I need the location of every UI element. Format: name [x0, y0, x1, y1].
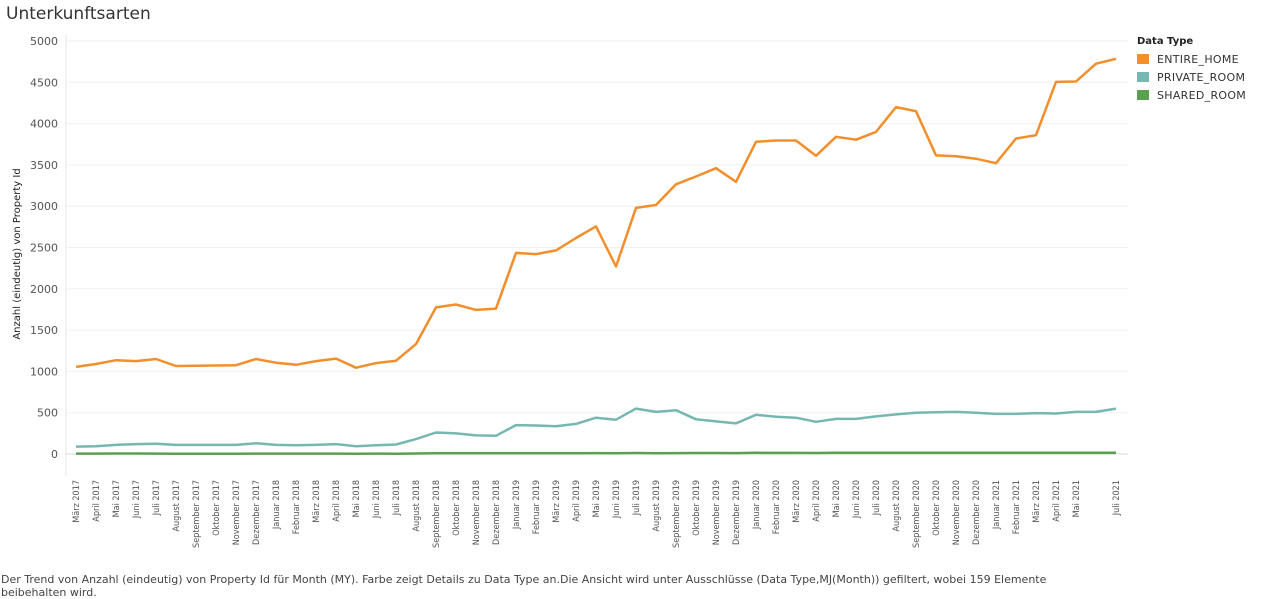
legend-label: SHARED_ROOM: [1157, 88, 1247, 102]
x-tick-label: Juni 2020: [852, 480, 862, 519]
x-tick-label: November 2020: [952, 480, 962, 545]
x-tick-label: August 2017: [172, 480, 182, 532]
x-tick-label: Januar 2019: [512, 480, 522, 530]
x-tick-label: September 2019: [672, 480, 682, 548]
x-tick-label: Oktober 2018: [452, 480, 462, 536]
x-tick-label: Dezember 2018: [492, 480, 502, 545]
x-tick-label: Juli 2020: [872, 480, 882, 516]
x-tick-label: April 2017: [92, 480, 102, 522]
legend-swatch: [1137, 90, 1149, 100]
legend-item-private-room[interactable]: PRIVATE_ROOM: [1137, 68, 1246, 86]
x-tick-label: Juli 2021: [1112, 480, 1122, 516]
legend: Data Type ENTIRE_HOME PRIVATE_ROOM SHARE…: [1137, 36, 1246, 104]
y-tick-label: 2000: [30, 283, 58, 296]
y-tick-label: 0: [51, 448, 58, 461]
y-axis: 0 500 1000 1500 2000 2500 3000 3500 4000 4500 5000: [30, 35, 58, 461]
x-tick-label: Juli 2017: [152, 480, 162, 516]
x-tick-label: März 2019: [552, 480, 562, 523]
legend-label: ENTIRE_HOME: [1157, 52, 1239, 66]
chart-title: Unterkunftsarten: [6, 4, 151, 24]
x-tick-label: Mai 2019: [592, 480, 602, 517]
x-tick-label: August 2020: [892, 480, 902, 532]
y-tick-label: 3500: [30, 159, 58, 172]
x-tick-label: August 2018: [412, 480, 422, 532]
x-tick-label: März 2020: [792, 480, 802, 523]
x-tick-label: Mai 2018: [352, 480, 362, 517]
y-tick-label: 500: [37, 407, 58, 420]
x-tick-label: Juni 2018: [372, 480, 382, 519]
x-tick-label: März 2017: [72, 480, 82, 523]
x-tick-label: Juni 2017: [132, 480, 142, 519]
x-tick-label: Juli 2018: [392, 480, 402, 516]
legend-swatch: [1137, 72, 1149, 82]
legend-item-entire-home[interactable]: ENTIRE_HOME: [1137, 50, 1246, 68]
x-tick-label: November 2019: [712, 480, 722, 545]
x-tick-label: Mai 2017: [112, 480, 122, 517]
x-tick-label: Oktober 2020: [932, 480, 942, 536]
x-tick-label: Januar 2018: [272, 480, 282, 530]
x-tick-label: Februar 2018: [292, 480, 302, 534]
x-tick-label: Oktober 2019: [692, 480, 702, 536]
x-tick-label: März 2018: [312, 480, 322, 523]
x-tick-label: September 2017: [192, 480, 202, 548]
x-tick-label: Mai 2021: [1072, 480, 1082, 517]
x-tick-label: September 2020: [912, 480, 922, 548]
series-lines: [75, 57, 1117, 455]
y-tick-label: 2500: [30, 242, 58, 255]
legend-item-shared-room[interactable]: SHARED_ROOM: [1137, 86, 1246, 104]
x-tick-label: April 2020: [812, 480, 822, 522]
chart-caption: Der Trend von Anzahl (eindeutig) von Pro…: [1, 573, 1047, 599]
series-line-entire-home[interactable]: [75, 57, 1117, 369]
x-tick-label: Mai 2020: [832, 480, 842, 517]
series-line-private-room[interactable]: [75, 407, 1117, 448]
x-tick-label: März 2021: [1032, 480, 1042, 523]
x-tick-label: August 2019: [652, 480, 662, 532]
x-tick-label: April 2019: [572, 480, 582, 522]
x-tick-label: Dezember 2020: [972, 480, 982, 545]
line-chart: 0 500 1000 1500 2000 2500 3000 3500 4000 4500 5000…: [12, 34, 1128, 548]
y-tick-label: 3000: [30, 200, 58, 213]
x-tick-label: Februar 2021: [1012, 480, 1022, 534]
x-tick-label: November 2018: [472, 480, 482, 545]
x-tick-label: Juni 2019: [612, 480, 622, 519]
x-tick-label: Januar 2020: [752, 480, 762, 530]
x-tick-label: Juli 2019: [632, 480, 642, 516]
series-line-shared-room[interactable]: [76, 451, 1116, 455]
legend-title: Data Type: [1137, 36, 1194, 47]
x-tick-label: Dezember 2019: [732, 480, 742, 545]
y-tick-label: 4000: [30, 118, 58, 131]
legend-label: PRIVATE_ROOM: [1157, 70, 1246, 84]
x-tick-label: Januar 2021: [992, 480, 1002, 530]
x-tick-label: Februar 2019: [532, 480, 542, 534]
y-tick-label: 4500: [30, 76, 58, 89]
x-tick-label: Dezember 2017: [252, 480, 262, 545]
legend-swatch: [1137, 54, 1149, 64]
x-tick-label: April 2018: [332, 480, 342, 522]
y-tick-label: 1500: [30, 324, 58, 337]
y-tick-label: 5000: [30, 35, 58, 48]
y-tick-label: 1000: [30, 365, 58, 378]
x-tick-label: November 2017: [232, 480, 242, 545]
x-tick-label: September 2018: [432, 480, 442, 548]
gridlines: [65, 34, 1128, 476]
x-tick-label: April 2021: [1052, 480, 1062, 522]
x-tick-label: Oktober 2017: [212, 480, 222, 536]
y-axis-label: Anzahl (eindeutig) von Property Id: [12, 168, 23, 339]
x-axis: März 2017 April 2017 Mai 2017 Juni 2017 Juli…: [72, 480, 1122, 548]
x-tick-label: Februar 2020: [772, 480, 782, 534]
